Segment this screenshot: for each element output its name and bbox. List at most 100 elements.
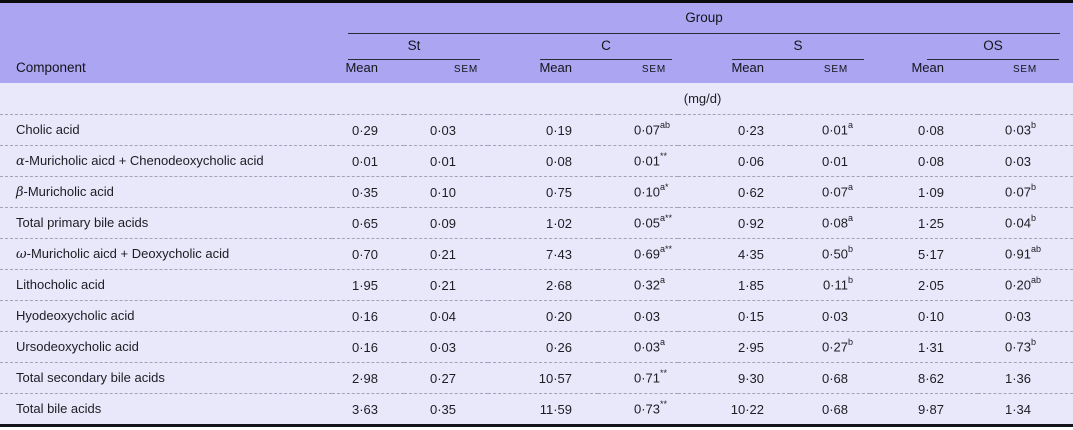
significance-superscript: b (1031, 338, 1059, 347)
component-name: Hyodeoxycholic acid (16, 308, 135, 323)
group-header-cell: Group (332, 3, 1073, 34)
c-sem-cell: 0·32a (598, 270, 678, 301)
greek-prefix: β (16, 185, 24, 200)
component-cell: ω-Muricholic aicd + Deoxycholic acid (0, 239, 332, 270)
value: 0·15 (738, 309, 764, 324)
value: 0·69 (634, 247, 660, 262)
table-row: Hyodeoxycholic acid 0·16 0·04 0·20 0·03 … (0, 301, 1073, 332)
value: 0·06 (738, 154, 764, 169)
value: 10·22 (731, 402, 764, 417)
significance-superscript: b (848, 338, 870, 347)
value: 0·11 (823, 278, 848, 293)
significance-superscript: ab (1031, 245, 1059, 254)
value: 0·71 (634, 371, 660, 386)
value: 0·08 (918, 123, 944, 138)
component-name: Ursodeoxycholic acid (16, 339, 139, 354)
component-cell: β-Muricholic acid (0, 177, 332, 208)
c-sem-cell: 0·05a** (598, 208, 678, 239)
significance-superscript: b (1031, 214, 1059, 223)
st-mean-cell: 0·70 (332, 239, 404, 270)
table-body: (mg/d) Cholic acid 0·29 0·03 0·19 0·07ab… (0, 83, 1073, 424)
component-name: Total secondary bile acids (16, 370, 165, 385)
group-c-label: C (540, 34, 672, 60)
significance-superscript: a* (660, 183, 678, 192)
value: 0·65 (352, 216, 378, 231)
header-spacer (0, 34, 332, 60)
s-mean-cell: 0·15 (678, 301, 790, 332)
c-mean-cell: 11·59 (488, 394, 598, 425)
s-sem-cell: 0·68 (790, 363, 870, 394)
os-sem-cell: 0·04b (978, 208, 1073, 239)
value: 0·01 (822, 123, 848, 138)
value: 10·57 (539, 371, 572, 386)
value: 0·26 (546, 340, 572, 355)
c-sem-cell: 0·03 (598, 301, 678, 332)
value: 0·01 (822, 154, 848, 169)
os-mean-cell: 9·87 (870, 394, 978, 425)
s-sem-cell: 0·11b (790, 270, 870, 301)
st-mean-cell: 0·65 (332, 208, 404, 239)
os-mean-cell: 1·31 (870, 332, 978, 363)
significance-superscript: b (848, 245, 870, 254)
value: 1·36 (1005, 371, 1031, 386)
component-name: -Muricholic acid (24, 184, 114, 199)
greek-prefix: ω (16, 247, 27, 262)
component-name: -Muricholic aicd + Chenodeoxycholic acid (25, 153, 264, 168)
component-name: Total primary bile acids (16, 215, 148, 230)
value: 0·01 (352, 154, 378, 169)
s-sem-cell: 0·01a (790, 115, 870, 146)
value: 0·21 (430, 247, 456, 262)
component-cell: Total primary bile acids (0, 208, 332, 239)
component-cell: Cholic acid (0, 115, 332, 146)
value: 1·95 (352, 278, 378, 293)
significance-superscript: a (660, 276, 678, 285)
group-spanner-row: Group (0, 3, 1073, 34)
value: 1·25 (918, 216, 944, 231)
value: 2·68 (546, 278, 572, 293)
s-sem-cell: 0·68 (790, 394, 870, 425)
value: 0·73 (634, 402, 660, 417)
c-mean-cell: 2·68 (488, 270, 598, 301)
st-mean-header: Mean (332, 60, 404, 83)
s-sem-cell: 0·07a (790, 177, 870, 208)
c-mean-cell: 0·26 (488, 332, 598, 363)
table-header: Group St C S OS Component Mean SEM Mean … (0, 3, 1073, 83)
value: 0·07 (822, 185, 848, 200)
value: 0·20 (546, 309, 572, 324)
table-row: ω-Muricholic aicd + Deoxycholic acid 0·7… (0, 239, 1073, 270)
c-mean-cell: 0·19 (488, 115, 598, 146)
value: 8·62 (918, 371, 944, 386)
s-sem-header: SEM (790, 60, 870, 83)
bile-acids-table-container: Group St C S OS Component Mean SEM Mean … (0, 0, 1073, 427)
c-sem-cell: 0·73** (598, 394, 678, 425)
st-sem-cell: 0·09 (404, 208, 488, 239)
value: 1·09 (918, 185, 944, 200)
value: 0·62 (738, 185, 764, 200)
s-mean-header: Mean (678, 60, 790, 83)
value: 0·27 (822, 340, 848, 355)
value: 0·08 (546, 154, 572, 169)
unit-row: (mg/d) (0, 83, 1073, 115)
value: 7·43 (546, 247, 572, 262)
table-row: Total secondary bile acids 2·98 0·27 10·… (0, 363, 1073, 394)
os-mean-cell: 0·08 (870, 115, 978, 146)
value: 0·10 (430, 185, 456, 200)
os-mean-cell: 0·08 (870, 146, 978, 177)
value: 0·68 (822, 371, 848, 386)
component-cell: Total bile acids (0, 394, 332, 425)
value: 0·08 (918, 154, 944, 169)
c-mean-cell: 0·75 (488, 177, 598, 208)
value: 1·85 (738, 278, 764, 293)
s-sem-cell: 0·50b (790, 239, 870, 270)
value: 0·04 (430, 309, 456, 324)
c-mean-cell: 7·43 (488, 239, 598, 270)
component-cell: Hyodeoxycholic acid (0, 301, 332, 332)
s-mean-cell: 9·30 (678, 363, 790, 394)
c-sem-header: SEM (598, 60, 678, 83)
value: 2·95 (738, 340, 764, 355)
os-sem-cell: 0·03 (978, 301, 1073, 332)
value: 1·34 (1005, 402, 1031, 417)
st-sem-header: SEM (404, 60, 488, 83)
s-mean-cell: 0·92 (678, 208, 790, 239)
st-sem-cell: 0·21 (404, 239, 488, 270)
